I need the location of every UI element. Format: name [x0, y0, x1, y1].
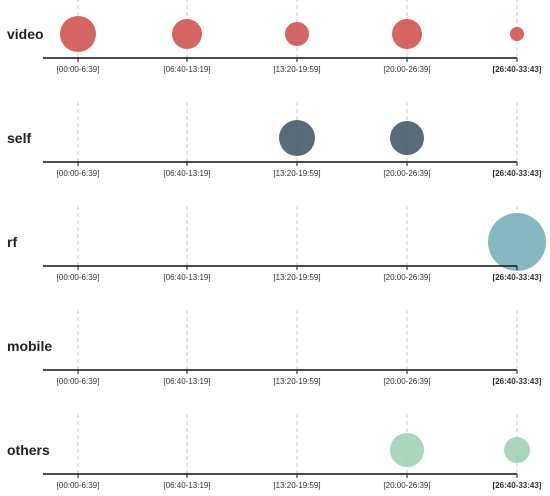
- tick-label-others-0: [00:00-6:39]: [57, 481, 100, 490]
- tick-label-video-3: [20:00-26:39]: [383, 65, 430, 74]
- tick-label-self-2: [13:20-19:59]: [273, 169, 320, 178]
- tick-label-self-4: [26:40-33:43]: [493, 169, 542, 178]
- bubble-self-2: [279, 120, 315, 156]
- series-label-self: self: [7, 130, 31, 146]
- tick-label-video-1: [06:40-13:19]: [163, 65, 210, 74]
- tick-label-others-2: [13:20-19:59]: [273, 481, 320, 490]
- bubble-video-2: [285, 22, 309, 46]
- series-label-others: others: [7, 442, 50, 458]
- bubble-video-1: [172, 19, 202, 49]
- tick-label-rf-4: [26:40-33:43]: [493, 273, 542, 282]
- bubble-others-4: [504, 437, 530, 463]
- bubble-self-3: [390, 121, 424, 155]
- tick-label-mobile-3: [20:00-26:39]: [383, 377, 430, 386]
- bubble-rf-4: [488, 213, 546, 271]
- tick-label-mobile-1: [06:40-13:19]: [163, 377, 210, 386]
- tick-label-others-3: [20:00-26:39]: [383, 481, 430, 490]
- series-label-video: video: [7, 26, 44, 42]
- bubble-video-3: [392, 19, 422, 49]
- tick-label-self-3: [20:00-26:39]: [383, 169, 430, 178]
- tick-label-others-4: [26:40-33:43]: [493, 481, 542, 490]
- tick-label-mobile-0: [00:00-6:39]: [57, 377, 100, 386]
- series-label-mobile: mobile: [7, 338, 52, 354]
- bubble-video-4: [510, 27, 524, 41]
- series-label-rf: rf: [7, 234, 17, 250]
- tick-label-self-1: [06:40-13:19]: [163, 169, 210, 178]
- tick-label-others-1: [06:40-13:19]: [163, 481, 210, 490]
- tick-label-rf-3: [20:00-26:39]: [383, 273, 430, 282]
- bubble-video-0: [60, 16, 96, 52]
- tick-label-mobile-4: [26:40-33:43]: [493, 377, 542, 386]
- bubble-others-3: [390, 433, 424, 467]
- tick-label-video-4: [26:40-33:43]: [493, 65, 542, 74]
- tick-label-rf-2: [13:20-19:59]: [273, 273, 320, 282]
- tick-label-self-0: [00:00-6:39]: [57, 169, 100, 178]
- tick-label-rf-0: [00:00-6:39]: [57, 273, 100, 282]
- tick-label-rf-1: [06:40-13:19]: [163, 273, 210, 282]
- tick-label-mobile-2: [13:20-19:59]: [273, 377, 320, 386]
- tick-label-video-0: [00:00-6:39]: [57, 65, 100, 74]
- tick-label-video-2: [13:20-19:59]: [273, 65, 320, 74]
